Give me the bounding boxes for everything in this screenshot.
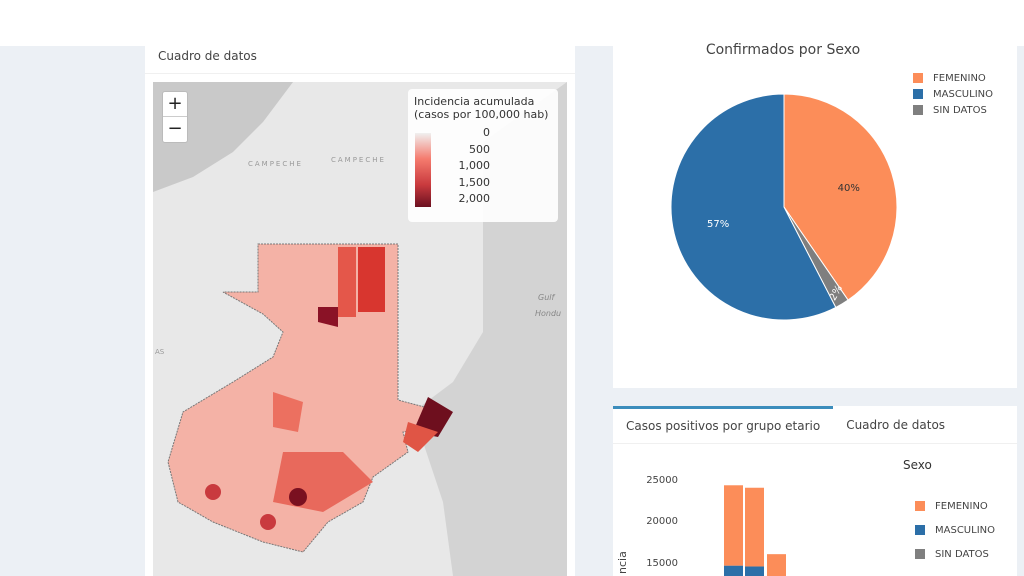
choropleth-map[interactable]: CAMPECHE CAMPECHE Gulf Hondu AS + − Inci… (153, 82, 567, 576)
legend-title: Incidencia acumulada (414, 95, 535, 108)
department[interactable] (358, 247, 385, 312)
legend-item[interactable]: SIN DATOS (915, 542, 995, 566)
legend-tick: 2,000 (458, 192, 491, 205)
department[interactable] (205, 484, 221, 500)
legend-tick: 1,000 (458, 159, 491, 172)
zoom-out-button[interactable]: − (167, 118, 183, 139)
legend-item[interactable]: FEMENINO (915, 494, 995, 518)
legend-item[interactable]: MASCULINO (913, 86, 993, 102)
legend-swatch (913, 105, 923, 115)
bar-card: Casos positivos por grupo etario Cuadro … (613, 406, 1017, 576)
zoom-control: + − (162, 91, 188, 143)
legend-tick: 1,500 (458, 175, 491, 189)
pie-slice-masculino[interactable] (670, 93, 837, 321)
legend-item[interactable]: SIN DATOS (913, 102, 993, 118)
department[interactable] (338, 247, 356, 317)
legend-label: MASCULINO (935, 524, 995, 536)
legend-tick: 0 (483, 126, 490, 139)
map-label: Hondu (535, 309, 561, 318)
zoom-in-button[interactable]: + (163, 92, 187, 117)
pie-data-label: 57% (707, 219, 729, 230)
bar-chart (724, 485, 786, 576)
pie-card: Confirmados por Sexo 40% 2% 57% FEMENINO M… (613, 34, 1017, 388)
y-tick: 20000 (646, 516, 678, 527)
bar-femenino[interactable] (745, 487, 764, 567)
bar-masculino[interactable] (724, 565, 743, 576)
legend-item[interactable]: FEMENINO (913, 70, 993, 86)
bar-masculino[interactable] (745, 566, 764, 576)
pie-chart: 40%2%57% (670, 93, 898, 321)
map-label: AS (155, 348, 165, 356)
legend-label: FEMENINO (935, 500, 988, 512)
department[interactable] (289, 488, 307, 506)
color-scale (415, 133, 431, 207)
pie-legend: FEMENINO MASCULINO SIN DATOS (913, 70, 993, 118)
department[interactable] (273, 392, 303, 432)
department[interactable] (403, 422, 438, 452)
department[interactable] (318, 307, 338, 327)
legend-swatch (915, 501, 925, 511)
y-tick: 25000 (646, 475, 678, 486)
map-legend: Incidencia acumulada (casos por 100,000 … (408, 89, 558, 222)
department[interactable] (260, 514, 276, 530)
legend-swatch (915, 549, 925, 559)
map-card-header: Cuadro de datos (145, 42, 575, 74)
legend-label: FEMENINO (933, 72, 986, 84)
legend-swatch (913, 89, 923, 99)
legend-title: Sexo (903, 458, 932, 472)
bar-femenino[interactable] (724, 485, 743, 566)
bar-legend: FEMENINO MASCULINO SIN DATOS (915, 494, 995, 566)
map-label: CAMPECHE (331, 156, 386, 164)
guatemala-region[interactable] (167, 243, 444, 553)
tab-cuadro-datos[interactable]: Cuadro de datos (846, 418, 946, 432)
map-label: Gulf (538, 293, 555, 302)
bar-femenino[interactable] (767, 554, 786, 576)
legend-label: SIN DATOS (935, 548, 989, 560)
legend-subtitle: (casos por 100,000 hab) (414, 108, 549, 121)
map-label: CAMPECHE (248, 160, 303, 168)
legend-swatch (915, 525, 925, 535)
y-tick: 15000 (646, 558, 678, 569)
legend-tick: 500 (469, 142, 490, 156)
tab-grupo-etario[interactable]: Casos positivos por grupo etario (613, 406, 834, 443)
legend-label: SIN DATOS (933, 104, 987, 116)
legend-item[interactable]: MASCULINO (915, 518, 995, 542)
pie-slice-femenino[interactable] (783, 93, 898, 301)
water-area (153, 82, 293, 192)
pie-title: Confirmados por Sexo (705, 42, 861, 58)
pie-data-label: 40% (838, 183, 860, 194)
legend-label: MASCULINO (933, 88, 993, 100)
legend-swatch (913, 73, 923, 83)
